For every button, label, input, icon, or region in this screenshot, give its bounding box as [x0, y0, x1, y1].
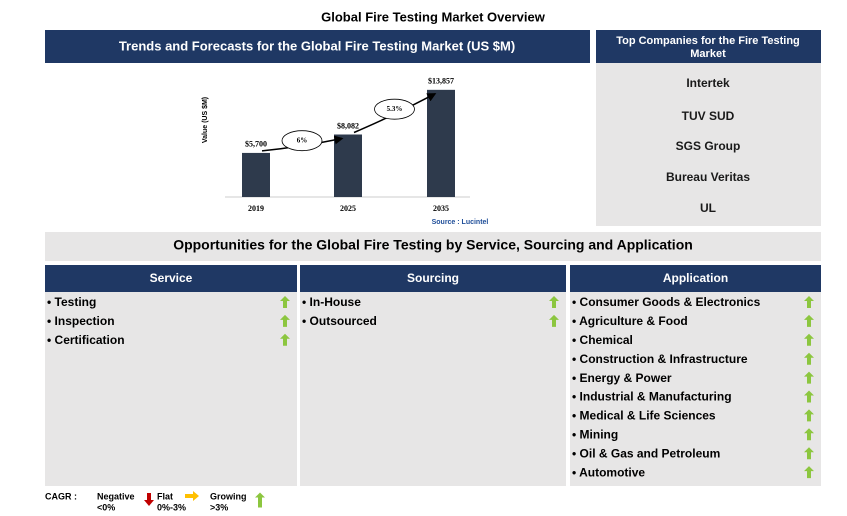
- company: TUV SUD: [682, 109, 735, 123]
- chart-header-bg: [45, 30, 590, 63]
- opportunity-item: • Testing: [47, 295, 96, 309]
- legend-range: <0%: [97, 502, 115, 512]
- growth-arrow: [804, 447, 814, 460]
- growth-arrow: [255, 492, 265, 508]
- column-header: Application: [663, 271, 728, 285]
- legend-name: Negative: [97, 491, 135, 501]
- opportunity-item: • Mining: [572, 427, 618, 441]
- negative-arrow: [144, 493, 154, 506]
- column-header: Service: [150, 271, 193, 285]
- opportunity-item: • Certification: [47, 333, 125, 347]
- opportunity-item: • In-House: [302, 295, 361, 309]
- opportunities-header: Opportunities for the Global Fire Testin…: [173, 237, 693, 253]
- page-title: Global Fire Testing Market Overview: [321, 9, 546, 24]
- growth-arrow: [804, 466, 814, 479]
- legend-range: 0%-3%: [157, 502, 186, 512]
- cagr-bubble: [281, 130, 323, 152]
- growth-arrow: [280, 314, 290, 327]
- bar: [334, 134, 362, 197]
- growth-arrow: [804, 409, 814, 422]
- column-header-bg: [45, 265, 297, 292]
- legend-label: CAGR :: [45, 491, 77, 501]
- company: UL: [700, 201, 716, 215]
- legend-range: >3%: [210, 502, 228, 512]
- value-label: $13,857: [428, 77, 454, 86]
- growth-arrow: [280, 296, 290, 308]
- cagr-label: 6%: [297, 136, 308, 144]
- opportunity-item: • Construction & Infrastructure: [572, 352, 748, 366]
- growth-arrow: [804, 352, 814, 365]
- cagr-label: 5.3%: [387, 105, 403, 113]
- companies-header-1: Top Companies for the Fire Testing Market: [616, 35, 800, 60]
- legend-name: Growing: [210, 491, 247, 501]
- x-tick-label: 2025: [340, 204, 356, 213]
- column-header-bg: [570, 265, 821, 292]
- column-header-bg: [300, 265, 566, 292]
- growth-arrow: [804, 371, 814, 384]
- opportunity-item: • Outsourced: [302, 314, 377, 328]
- companies-header-bg: [596, 30, 821, 63]
- growth-arrow: [804, 428, 814, 441]
- opportunity-item: • Automotive: [572, 465, 645, 479]
- column-header: Sourcing: [407, 271, 459, 285]
- bar: [242, 152, 270, 197]
- opportunity-item: • Chemical: [572, 333, 633, 347]
- source: Source : Lucintel: [432, 219, 489, 226]
- flat-arrow: [185, 491, 199, 501]
- company: Intertek: [686, 76, 730, 90]
- cagr-bubble: [374, 98, 415, 120]
- opportunity-item: • Energy & Power: [572, 371, 672, 385]
- column-body: [45, 292, 297, 486]
- opportunity-item: • Agriculture & Food: [572, 314, 688, 328]
- growth-arrow: [804, 390, 814, 403]
- growth-arrow: [804, 314, 814, 327]
- companies-panel: [596, 63, 821, 226]
- value-label: $8,082: [337, 121, 359, 130]
- x-tick-label: 2035: [433, 204, 449, 213]
- column-body: [570, 292, 821, 486]
- company: SGS Group: [676, 139, 741, 153]
- company: Bureau Veritas: [666, 170, 750, 184]
- x-tick-label: 2019: [248, 204, 264, 213]
- y-axis-label: Value (US $M): [202, 97, 209, 143]
- column-body: [300, 292, 566, 486]
- legend-name: Flat: [157, 491, 173, 501]
- growth-arrow: [804, 333, 814, 346]
- growth-arrow: [804, 296, 814, 308]
- growth-arrow: [549, 314, 559, 327]
- opportunities-bar: [45, 232, 821, 261]
- opportunity-item: • Inspection: [47, 314, 115, 328]
- opportunity-item: • Oil & Gas and Petroleum: [572, 446, 720, 460]
- growth-arrow: [549, 296, 559, 308]
- opportunity-item: • Consumer Goods & Electronics: [572, 295, 761, 309]
- opportunity-item: • Industrial & Manufacturing: [572, 390, 732, 404]
- bar: [427, 89, 455, 197]
- value-label: $5,700: [245, 140, 267, 149]
- chart-header: Trends and Forecasts for the Global Fire…: [119, 38, 515, 53]
- growth-arrow: [280, 333, 290, 346]
- opportunity-item: • Medical & Life Sciences: [572, 409, 716, 423]
